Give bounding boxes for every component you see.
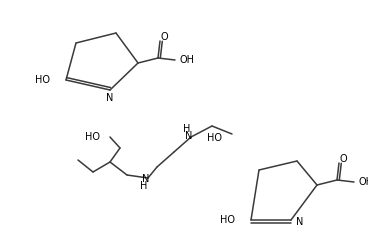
Text: HO: HO	[220, 215, 235, 225]
Text: OH: OH	[180, 55, 195, 65]
Text: O: O	[339, 154, 347, 164]
Text: OH: OH	[358, 177, 368, 187]
Text: N: N	[296, 217, 303, 227]
Text: HO: HO	[85, 132, 100, 142]
Text: N: N	[142, 174, 150, 184]
Text: N: N	[185, 131, 193, 141]
Text: H: H	[183, 124, 191, 134]
Text: H: H	[140, 181, 148, 191]
Text: N: N	[106, 93, 114, 103]
Text: O: O	[160, 32, 168, 42]
Text: HO: HO	[208, 133, 223, 143]
Text: HO: HO	[35, 75, 50, 85]
